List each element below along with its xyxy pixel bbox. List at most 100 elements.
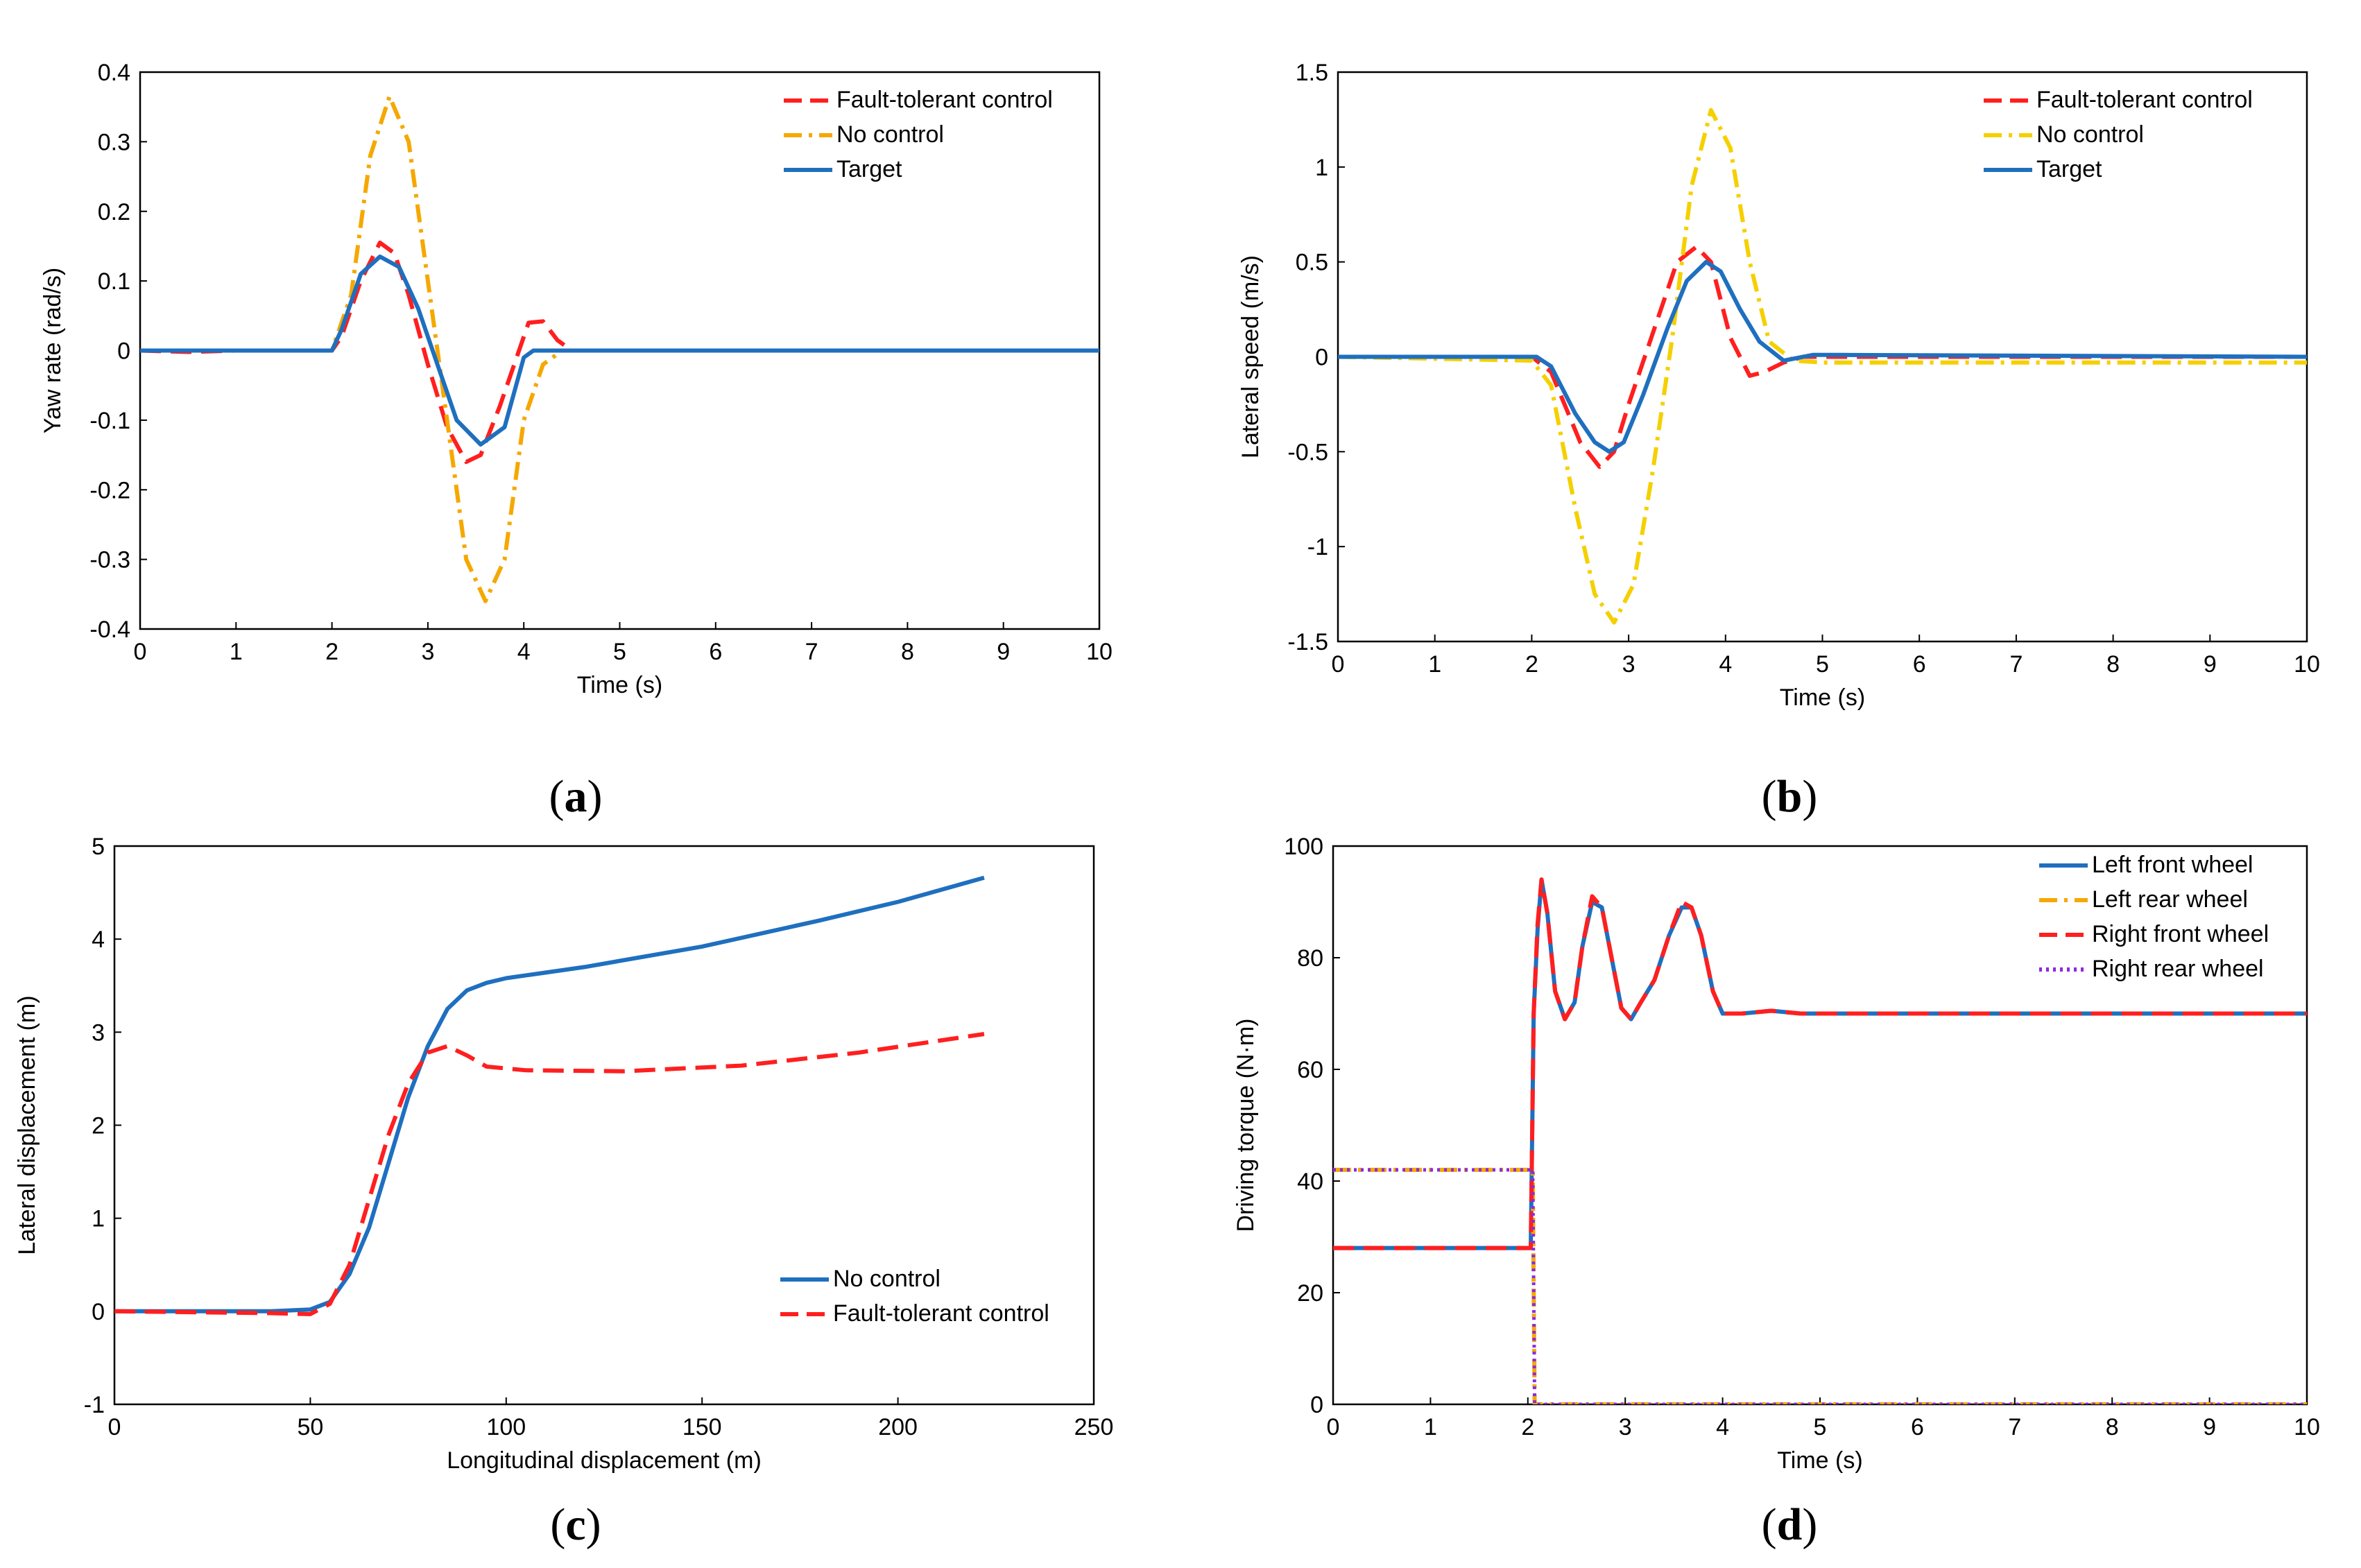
x-tick-label: 7 <box>2008 1414 2021 1440</box>
x-axis-label: Longitudinal displacement (m) <box>447 1447 762 1474</box>
x-tick-label: 3 <box>1619 1414 1632 1440</box>
x-tick-label: 200 <box>878 1414 918 1440</box>
series-line-left-rear-wheel <box>1333 1167 2307 1404</box>
legend-label: Fault-tolerant control <box>2036 87 2253 113</box>
x-tick-label: 4 <box>517 639 531 665</box>
x-tick-label: 8 <box>2106 651 2120 678</box>
legend: Left front wheel Left rear wheel Right fro… <box>2039 852 2269 982</box>
x-axis-label: Time (s) <box>577 672 662 698</box>
series-line-target <box>140 255 1099 447</box>
legend: No control Fault-tolerant control <box>780 1266 1049 1327</box>
x-tick-label: 1 <box>1428 651 1441 678</box>
legend-label: No control <box>2036 121 2144 148</box>
panel-caption: (d) <box>1762 1499 1818 1550</box>
y-tick-label: 100 <box>1284 834 1323 860</box>
x-tick-label: 2 <box>1521 1414 1534 1440</box>
x-tick-label: 0 <box>1327 1414 1340 1440</box>
legend-label: No control <box>833 1266 941 1292</box>
y-tick-label: 0 <box>1315 345 1328 371</box>
y-tick-label: -0.2 <box>89 477 130 503</box>
y-tick-label: 0 <box>92 1299 105 1325</box>
y-tick-label: 20 <box>1297 1280 1323 1307</box>
y-tick-label: 2 <box>92 1113 105 1139</box>
x-tick-label: 0 <box>134 639 147 665</box>
y-tick-label: -0.1 <box>89 408 130 434</box>
x-tick-label: 100 <box>486 1414 526 1440</box>
x-tick-label: 6 <box>709 639 722 665</box>
x-tick-label: 5 <box>613 639 626 665</box>
panel-caption: (b) <box>1762 771 1818 822</box>
x-tick-label: 5 <box>1816 651 1829 678</box>
x-axis-label: Time (s) <box>1780 684 1865 711</box>
x-tick-label: 4 <box>1719 651 1732 678</box>
y-axis-label: Lateral displacement (m) <box>14 995 40 1255</box>
x-tick-label: 0 <box>108 1414 121 1440</box>
x-tick-label: 8 <box>2106 1414 2119 1440</box>
x-tick-label: 1 <box>1424 1414 1437 1440</box>
y-tick-label: 0.2 <box>98 199 130 225</box>
y-tick-label: 5 <box>92 834 105 860</box>
x-tick-label: 2 <box>1525 651 1538 678</box>
y-tick-label: 1 <box>1315 155 1328 181</box>
y-tick-label: 0 <box>1310 1392 1323 1418</box>
series-line-target <box>1338 259 2307 454</box>
y-tick-label: -0.5 <box>1287 439 1328 465</box>
y-tick-label: 0.3 <box>98 129 130 155</box>
x-tick-label: 3 <box>421 639 434 665</box>
y-tick-label: 0 <box>117 338 130 365</box>
x-tick-label: 250 <box>1074 1414 1114 1440</box>
legend-label: Right rear wheel <box>2092 956 2264 982</box>
legend-label: Fault-tolerant control <box>833 1300 1049 1327</box>
chart-b: 0 1 2 3 4 5 6 7 8 9 10 -1.5 -1 -0.5 0 0.5 1 1.5 Time (s) La… <box>1237 60 2320 822</box>
y-tick-label: 40 <box>1297 1169 1323 1195</box>
x-axis-label: Time (s) <box>1777 1447 1862 1474</box>
x-tick-label: 7 <box>2009 651 2023 678</box>
x-tick-label: 7 <box>805 639 818 665</box>
panel-caption: (a) <box>549 771 603 822</box>
series-line-no-control <box>1338 107 2307 625</box>
x-tick-label: 1 <box>230 639 243 665</box>
x-tick-label: 6 <box>1913 651 1926 678</box>
panel-caption: (c) <box>550 1499 601 1550</box>
series-line-fault-tolerant-control <box>1338 244 2307 469</box>
legend-label: Left front wheel <box>2092 852 2253 878</box>
x-tick-label: 6 <box>1911 1414 1924 1440</box>
y-tick-label: 60 <box>1297 1057 1323 1083</box>
y-tick-label: -1.5 <box>1287 629 1328 655</box>
x-tick-label: 0 <box>1332 651 1345 678</box>
chart-a: 0 1 2 3 4 5 6 7 8 9 10 -0.4 -0.3 -0.2 -0.1 0 0.1 0.2 0.3 0.… <box>40 60 1113 822</box>
y-tick-label: -1 <box>1307 534 1328 560</box>
x-tick-label: 5 <box>1814 1414 1827 1440</box>
x-tick-label: 4 <box>1716 1414 1729 1440</box>
series-line-no-control <box>114 875 985 1313</box>
y-tick-label: 0.1 <box>98 268 130 295</box>
legend-label: Target <box>836 156 902 182</box>
legend: Fault-tolerant control No control Target <box>1984 87 2253 182</box>
legend-label: Left rear wheel <box>2092 886 2248 913</box>
y-tick-label: 4 <box>92 927 105 953</box>
x-tick-label: 50 <box>297 1414 323 1440</box>
series-line-right-rear-wheel <box>1333 1168 2307 1404</box>
y-tick-label: 0.5 <box>1296 250 1328 276</box>
y-tick-label: 1 <box>92 1206 105 1232</box>
x-tick-label: 10 <box>2294 1414 2320 1440</box>
y-axis-label: Yaw rate (rad/s) <box>40 268 66 433</box>
legend-label: Fault-tolerant control <box>836 87 1053 113</box>
y-tick-label: -0.3 <box>89 547 130 574</box>
y-tick-label: -0.4 <box>89 617 130 643</box>
series-line-no-control <box>140 94 1099 603</box>
x-tick-label: 8 <box>901 639 914 665</box>
y-tick-label: 3 <box>92 1019 105 1046</box>
x-tick-label: 2 <box>325 639 338 665</box>
legend: Fault-tolerant control No control Target <box>784 87 1053 182</box>
x-tick-label: 10 <box>1086 639 1113 665</box>
x-tick-label: 9 <box>2204 651 2217 678</box>
legend-label: Right front wheel <box>2092 921 2269 947</box>
series-line-right-front-wheel <box>1333 877 2307 1250</box>
y-tick-label: 1.5 <box>1296 60 1328 86</box>
y-tick-label: 80 <box>1297 945 1323 972</box>
y-tick-label: 0.4 <box>98 60 130 86</box>
x-tick-label: 150 <box>682 1414 722 1440</box>
